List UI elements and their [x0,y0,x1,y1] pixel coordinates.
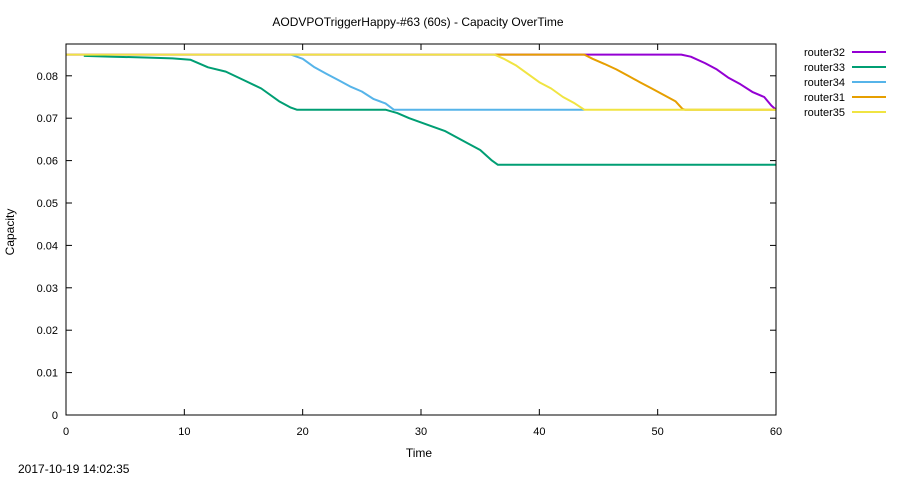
x-tick-label: 60 [770,426,782,438]
x-tick-label: 20 [297,426,309,438]
legend: router32 router33 router34 router31 router35 [804,47,886,119]
legend-label-router34: router34 [804,77,845,89]
x-axis-ticks: 0 10 20 30 40 50 60 [63,44,782,438]
x-tick-label: 40 [533,426,545,438]
y-axis-ticks: 0 0.01 0.02 0.03 0.04 0.05 0.06 0.07 0.08 [37,71,776,422]
timestamp-footer: 2017-10-19 14:02:35 [18,462,130,476]
legend-label-router35: router35 [804,107,845,119]
series-line-router31 [494,53,776,111]
y-tick-label: 0 [52,410,58,422]
legend-label-router31: router31 [804,92,845,104]
series-line-router35 [66,53,776,111]
y-axis-label: Capacity [3,209,17,256]
series-line-router34 [290,53,585,111]
legend-label-router32: router32 [804,47,845,59]
y-tick-label: 0.06 [37,156,58,168]
y-tick-label: 0.07 [37,113,58,125]
x-tick-label: 10 [178,426,190,438]
y-tick-label: 0.02 [37,325,58,337]
x-tick-label: 0 [63,426,69,438]
x-tick-label: 50 [652,426,664,438]
series-line-router33 [83,54,776,166]
series-line-router32 [66,53,777,111]
series-lines [66,53,777,166]
legend-label-router33: router33 [804,62,845,74]
chart-title: AODVPOTriggerHappy-#63 (60s) - Capacity … [272,15,564,29]
y-tick-label: 0.03 [37,283,58,295]
y-tick-label: 0.05 [37,198,58,210]
y-tick-label: 0.08 [37,71,58,83]
y-tick-label: 0.01 [37,368,58,380]
plot-frame [65,43,777,416]
x-axis-label: Time [406,446,433,460]
y-tick-label: 0.04 [37,240,58,252]
x-tick-label: 30 [415,426,427,438]
